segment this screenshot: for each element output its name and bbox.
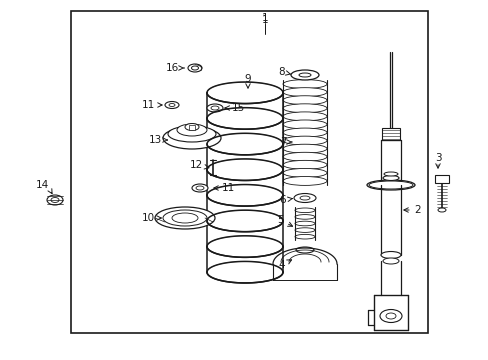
Ellipse shape — [164, 102, 179, 108]
Bar — [381, 128, 399, 140]
Ellipse shape — [172, 213, 198, 223]
Text: 8: 8 — [278, 67, 290, 77]
Ellipse shape — [184, 123, 199, 131]
Text: 13: 13 — [148, 135, 167, 145]
Ellipse shape — [163, 127, 221, 149]
Ellipse shape — [379, 310, 401, 323]
Ellipse shape — [196, 186, 203, 190]
Text: 16: 16 — [165, 63, 184, 73]
Text: 14: 14 — [35, 180, 48, 190]
Text: 6: 6 — [279, 195, 292, 205]
Ellipse shape — [210, 106, 219, 110]
Ellipse shape — [168, 126, 216, 142]
Ellipse shape — [283, 88, 326, 96]
Ellipse shape — [298, 73, 310, 77]
Ellipse shape — [192, 184, 207, 192]
Ellipse shape — [283, 136, 326, 145]
Text: 2: 2 — [403, 205, 421, 215]
Ellipse shape — [47, 195, 63, 205]
Ellipse shape — [283, 128, 326, 137]
Bar — [71, 11, 427, 333]
Bar — [189, 125, 195, 130]
Ellipse shape — [206, 104, 223, 112]
Ellipse shape — [283, 112, 326, 121]
Ellipse shape — [51, 198, 59, 202]
Ellipse shape — [295, 247, 313, 253]
Text: 10: 10 — [141, 213, 161, 223]
Text: 12: 12 — [189, 160, 208, 170]
Text: 4: 4 — [278, 260, 291, 270]
Ellipse shape — [169, 104, 175, 107]
Bar — [434, 175, 448, 183]
Text: 1: 1 — [261, 13, 268, 23]
Ellipse shape — [368, 181, 412, 189]
Ellipse shape — [294, 228, 314, 233]
Ellipse shape — [380, 252, 400, 258]
Ellipse shape — [294, 234, 314, 239]
Ellipse shape — [163, 210, 206, 226]
Ellipse shape — [366, 180, 414, 190]
Ellipse shape — [283, 104, 326, 113]
Text: 7: 7 — [279, 137, 291, 147]
Ellipse shape — [283, 176, 326, 185]
Text: 3: 3 — [434, 153, 440, 163]
Ellipse shape — [283, 80, 326, 89]
Ellipse shape — [294, 215, 314, 219]
Ellipse shape — [294, 221, 314, 226]
Ellipse shape — [382, 176, 398, 180]
Ellipse shape — [437, 208, 445, 212]
Ellipse shape — [290, 70, 318, 80]
Text: 9: 9 — [244, 74, 251, 84]
Text: 11: 11 — [141, 100, 162, 110]
Ellipse shape — [187, 64, 202, 72]
Ellipse shape — [177, 124, 206, 136]
Text: 15: 15 — [224, 103, 244, 113]
Text: 11: 11 — [213, 183, 234, 193]
Ellipse shape — [383, 172, 397, 176]
Ellipse shape — [283, 160, 326, 169]
Ellipse shape — [191, 66, 198, 70]
Ellipse shape — [155, 207, 215, 229]
Ellipse shape — [299, 196, 309, 200]
Ellipse shape — [385, 313, 395, 319]
Ellipse shape — [283, 120, 326, 129]
Ellipse shape — [294, 208, 314, 213]
Text: 5: 5 — [276, 215, 292, 226]
Ellipse shape — [283, 152, 326, 161]
Ellipse shape — [293, 194, 315, 202]
Ellipse shape — [283, 168, 326, 177]
Ellipse shape — [283, 144, 326, 153]
Ellipse shape — [382, 258, 398, 264]
Ellipse shape — [283, 96, 326, 105]
Text: 1: 1 — [261, 15, 268, 25]
